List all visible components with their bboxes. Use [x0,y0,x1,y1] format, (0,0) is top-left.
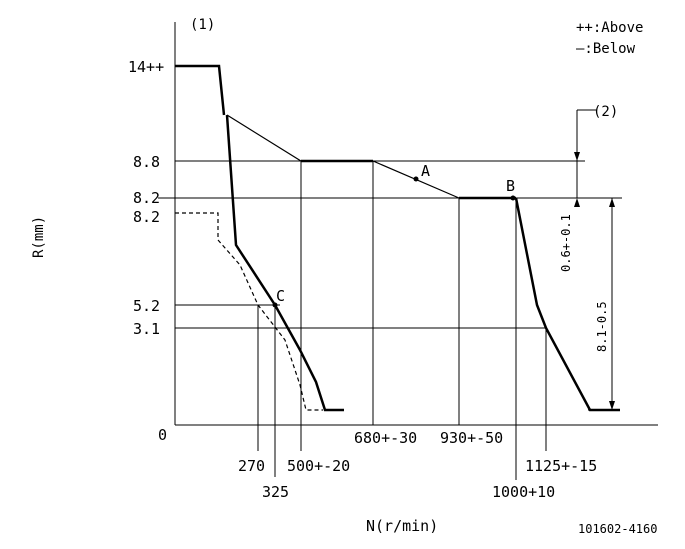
legend-below: —:Below [576,41,636,57]
y-tick-5-2: 5.2 [133,297,160,315]
y-tick-3-1: 3.1 [133,320,160,338]
y-tick-14: 14++ [128,58,164,76]
x-tick-270: 270 [238,457,265,475]
point-b-label: B [506,177,515,195]
x-tick-680: 680+-30 [354,429,417,447]
x-tick-500: 500+-20 [287,457,350,475]
x-tick-930: 930+-50 [440,429,503,447]
dim-0-6-arrow-top [574,152,580,161]
dim-8-1-arrow-bottom [609,401,615,410]
curve-below [175,212,323,411]
dim-small-label: 0.6+-0.1 [559,214,573,272]
y-tick-8-2-below: 8.2 [133,208,160,226]
x-tick-325: 325 [262,483,289,501]
ref-index-label: (2) [593,104,618,120]
curve-index-label: (1) [190,17,215,33]
x-tick-1000: 1000+10 [492,483,555,501]
origin-label: 0 [158,426,167,444]
dim-0-6-arrow-bottom [574,198,580,207]
curve-above-drop [225,114,344,412]
x-tick-1125: 1125+-15 [525,457,597,475]
dim-large-label: 8.1-0.5 [595,301,609,352]
y-tick-8-8: 8.8 [133,153,160,171]
point-a-marker [413,176,419,182]
x-axis-title: N(r/min) [366,517,438,535]
drawing-code: 101602-4160 [578,522,657,536]
curve-upper-boundary [226,114,460,199]
legend-above: ++:Above [576,20,643,36]
y-tick-8-2-above: 8.2 [133,189,160,207]
curve-above-start [175,64,226,116]
dim-8-1-arrow-top [609,198,615,207]
y-axis-title: R(mm) [31,216,47,258]
point-a-label: A [421,162,430,180]
point-c-marker [272,302,278,308]
point-b-marker [510,195,516,201]
point-c-label: C [276,287,285,305]
